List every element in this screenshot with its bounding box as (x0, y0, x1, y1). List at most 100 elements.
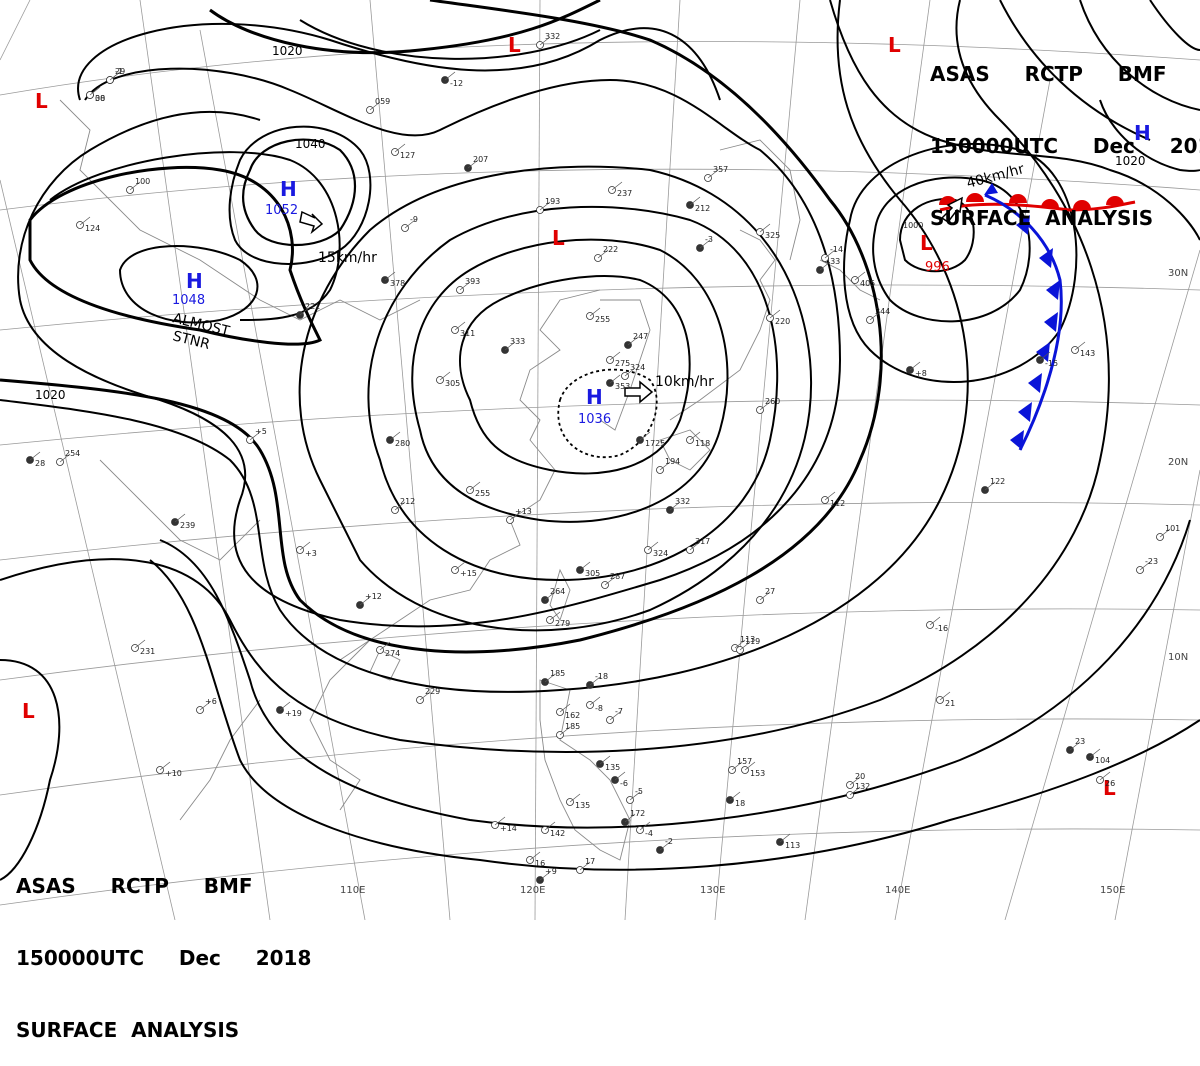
station-wind-barb (569, 793, 581, 803)
station-wind-barb (707, 169, 719, 179)
station-value: -9 (410, 215, 418, 224)
station-wind-barb (579, 561, 591, 571)
indochina (179, 699, 261, 821)
station-wind-barb (279, 701, 291, 711)
station-value: 104 (1095, 756, 1110, 765)
low-center-value: 996 (925, 260, 950, 275)
station-value: 185 (550, 669, 565, 678)
station-value: 333 (510, 337, 525, 346)
isobar-label: 1020 (272, 44, 303, 58)
station-value: +6 (205, 697, 217, 706)
station-wind-barb (369, 101, 381, 111)
dotted-isobar (557, 368, 658, 459)
station-value: 157 (737, 757, 752, 766)
meridian-130e (714, 0, 801, 920)
station-value: 231 (140, 647, 155, 656)
station-value: 305 (445, 379, 460, 388)
station-value: -7 (615, 707, 623, 716)
station-value: -18 (595, 672, 608, 681)
station-wind-barb (744, 761, 756, 771)
isobar-label: 1020 (35, 388, 66, 402)
station-wind-barb (759, 401, 771, 411)
station-wind-barb (659, 841, 671, 851)
low-center-letter: L (35, 89, 48, 113)
station-wind-barb (467, 159, 479, 169)
station-wind-barb (604, 576, 616, 586)
station-wind-barb (539, 201, 551, 211)
station-wind-barb (419, 691, 431, 701)
low-center-letter: L (888, 33, 901, 57)
low-center-letter: L (920, 231, 933, 255)
station-wind-barb (1099, 771, 1111, 781)
motion-speed: 15km/hr (318, 250, 377, 266)
station-wind-barb (509, 511, 521, 521)
station-value: 222 (603, 245, 618, 254)
lon-label: 110E (340, 885, 365, 896)
station-wind-barb (359, 596, 371, 606)
parallel-5n (0, 828, 1200, 906)
lat-label: 30N (1168, 268, 1188, 279)
warm-front-semicircle (1009, 194, 1027, 203)
station-value: +14 (500, 824, 517, 833)
low-center-letter: L (552, 226, 565, 250)
station-value: 255 (595, 315, 610, 324)
header-line1: ASAS RCTP BMF (930, 62, 1167, 86)
high-center-letter: H (586, 385, 603, 409)
station-value: 21 (945, 699, 955, 708)
station-wind-barb (29, 451, 41, 461)
station-value: 212 (695, 204, 710, 213)
station-wind-barb (1089, 748, 1101, 758)
station-value: 124 (85, 224, 100, 233)
station-value: +15 (460, 569, 477, 578)
station-wind-barb (404, 219, 416, 229)
philippines (539, 679, 631, 861)
lon-label: 120E (520, 885, 545, 896)
station-wind-barb (549, 611, 561, 621)
header-line3: SURFACE ANALYSIS (930, 206, 1154, 230)
station-wind-barb (589, 696, 601, 706)
meridian-150e (1114, 469, 1200, 920)
japan (669, 229, 776, 421)
station-value: 112 (830, 499, 845, 508)
station-wind-barb (589, 307, 601, 317)
station-wind-barb (199, 701, 211, 711)
station-value: 260 (765, 397, 780, 406)
station-wind-barb (759, 591, 771, 601)
station-wind-barb (909, 361, 921, 371)
station-wind-barb (869, 311, 881, 321)
cold-front-triangle (1028, 373, 1042, 393)
station-wind-barb (504, 341, 516, 351)
station-wind-barb (79, 216, 91, 226)
station-wind-barb (494, 816, 506, 826)
station-value: 26 (1105, 779, 1115, 788)
station-value: +19 (285, 709, 302, 718)
station-value: +9 (545, 867, 557, 876)
parallel-15n (0, 608, 1200, 681)
station-value: 118 (695, 439, 710, 448)
station-value: -12 (450, 79, 463, 88)
station-value: 275 (615, 359, 630, 368)
station-value: 18 (735, 799, 745, 808)
low-inner (898, 198, 975, 273)
station-value: 127 (400, 151, 415, 160)
vietnam (309, 639, 371, 811)
station-value: 23 (1075, 737, 1085, 746)
station-wind-barb (539, 871, 551, 881)
isobar-1040-inner (241, 138, 357, 246)
station-wind-barb (454, 561, 466, 571)
station-wind-barb (929, 616, 941, 626)
station-value: 393 (465, 277, 480, 286)
station-wind-barb (689, 196, 701, 206)
station-value: -16 (935, 624, 948, 633)
kuril (819, 259, 881, 301)
station-wind-barb (599, 755, 611, 765)
station-wind-barb (394, 501, 406, 511)
station-value: 212 (400, 497, 415, 506)
motion-arrow (940, 196, 963, 224)
station-value: 28 (35, 459, 45, 468)
cold-front-triangle (1046, 280, 1060, 300)
mongolia-border (59, 99, 421, 321)
station-value: 405 (860, 279, 875, 288)
cold-front-triangle (1016, 215, 1030, 235)
